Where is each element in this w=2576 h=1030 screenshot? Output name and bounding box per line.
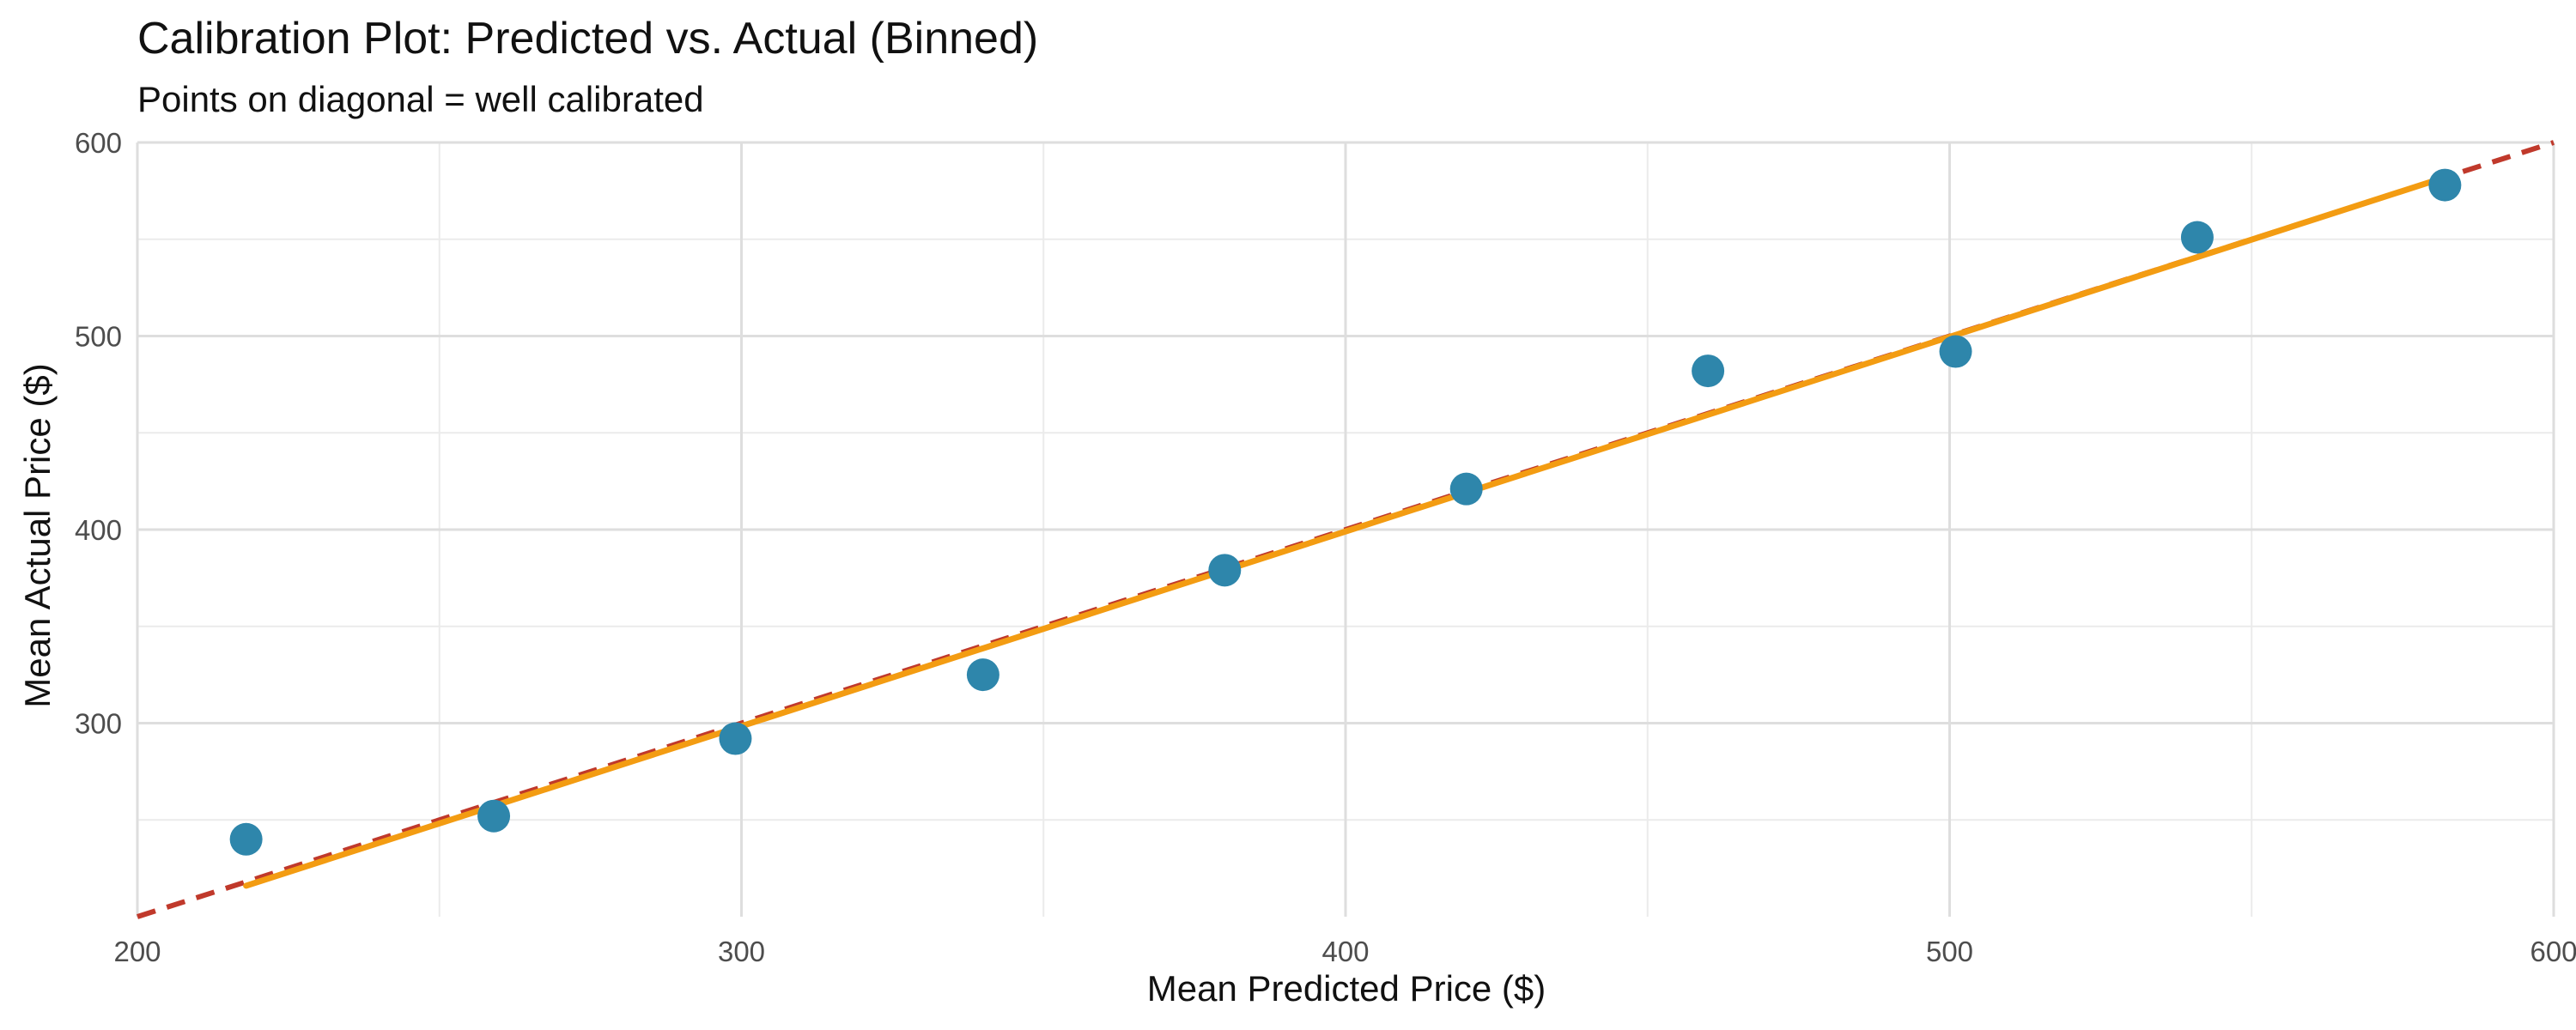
x-tick-label: 500: [1926, 936, 1973, 967]
y-tick-label: 400: [75, 514, 122, 546]
data-point: [1208, 554, 1242, 587]
y-tick-label: 600: [75, 127, 122, 159]
chart-subtitle: Points on diagonal = well calibrated: [137, 79, 704, 119]
major-gridlines: [136, 141, 2555, 917]
x-tick-label: 300: [718, 936, 765, 967]
x-tick-label: 600: [2530, 936, 2576, 967]
data-point: [1939, 335, 1972, 368]
lines-layer: [137, 140, 2555, 919]
data-points: [229, 168, 2462, 856]
data-point: [1449, 472, 1483, 506]
y-axis-label: Mean Actual Price ($): [17, 363, 58, 708]
data-point: [2428, 168, 2462, 202]
y-tick-label: 500: [75, 321, 122, 353]
data-point: [1692, 354, 1725, 388]
data-point: [477, 799, 511, 833]
tick-labels: 200 300 400 500 600 300 400 500 600: [75, 127, 2576, 967]
fit-line: [243, 174, 2448, 889]
y-tick-label: 300: [75, 708, 122, 740]
data-point: [719, 722, 752, 755]
data-point: [966, 658, 999, 692]
data-point: [229, 822, 263, 856]
x-axis-label: Mean Predicted Price ($): [1147, 968, 1546, 1009]
data-point: [2180, 221, 2214, 254]
chart-title: Calibration Plot: Predicted vs. Actual (…: [137, 14, 1038, 64]
x-tick-label: 400: [1321, 936, 1369, 967]
x-tick-label: 200: [113, 936, 161, 967]
